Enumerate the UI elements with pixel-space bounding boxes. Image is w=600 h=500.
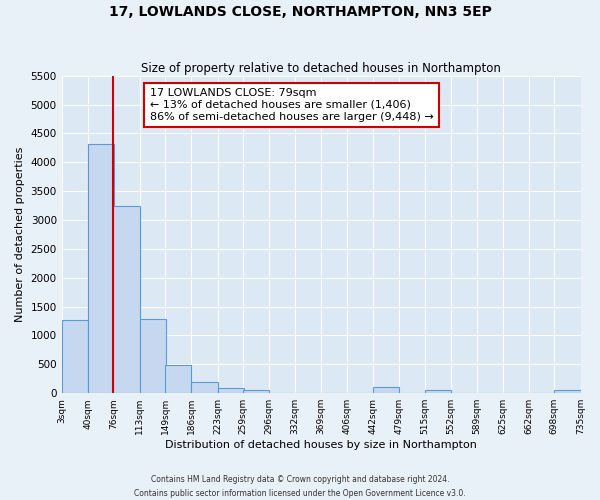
- Title: Size of property relative to detached houses in Northampton: Size of property relative to detached ho…: [141, 62, 501, 74]
- Bar: [243, 390, 269, 393]
- Bar: [62, 320, 88, 393]
- Bar: [373, 387, 399, 393]
- X-axis label: Distribution of detached houses by size in Northampton: Distribution of detached houses by size …: [165, 440, 477, 450]
- Bar: [113, 206, 140, 393]
- Bar: [218, 388, 244, 393]
- Text: Contains HM Land Registry data © Crown copyright and database right 2024.
Contai: Contains HM Land Registry data © Crown c…: [134, 476, 466, 498]
- Bar: [88, 144, 114, 393]
- Text: 17, LOWLANDS CLOSE, NORTHAMPTON, NN3 5EP: 17, LOWLANDS CLOSE, NORTHAMPTON, NN3 5EP: [109, 5, 491, 19]
- Bar: [140, 318, 166, 393]
- Bar: [554, 390, 581, 393]
- Bar: [425, 390, 451, 393]
- Text: 17 LOWLANDS CLOSE: 79sqm
← 13% of detached houses are smaller (1,406)
86% of sem: 17 LOWLANDS CLOSE: 79sqm ← 13% of detach…: [150, 88, 434, 122]
- Bar: [165, 366, 191, 393]
- Bar: [191, 382, 218, 393]
- Y-axis label: Number of detached properties: Number of detached properties: [15, 147, 25, 322]
